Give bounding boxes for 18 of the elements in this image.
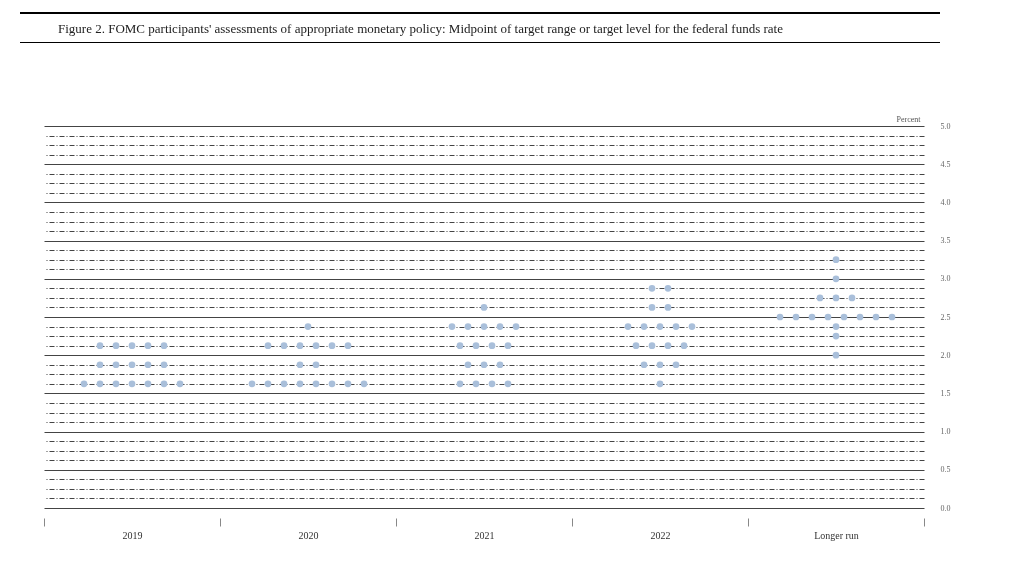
y-tick-label: 4.5: [940, 159, 951, 169]
y-axis-title: Percent: [896, 114, 922, 124]
y-tick-label: 3.0: [940, 274, 951, 284]
x-tick-label: 2019: [122, 529, 143, 541]
y-tick-label: 1.0: [940, 427, 951, 437]
y-tick-label: 2.0: [940, 350, 951, 360]
x-tick-label: 2021: [474, 529, 495, 541]
y-tick-label: 3.5: [940, 236, 951, 246]
x-tick-label: 2022: [650, 529, 671, 541]
x-tick-label: 2020: [298, 529, 319, 541]
x-tick-label: Longer run: [814, 529, 859, 541]
y-tick-label: 0.0: [940, 503, 951, 513]
chart-title: Figure 2. FOMC participants' assessments of appropriate monetary policy: Midpoint of target range or target level for the federal funds rate: [20, 12, 940, 43]
y-tick-label: 5.0: [940, 121, 951, 131]
y-tick-label: 1.5: [940, 388, 951, 398]
y-tick-label: 4.0: [940, 197, 951, 207]
y-tick-label: 0.5: [940, 465, 951, 475]
y-tick-label: 2.5: [940, 312, 951, 322]
